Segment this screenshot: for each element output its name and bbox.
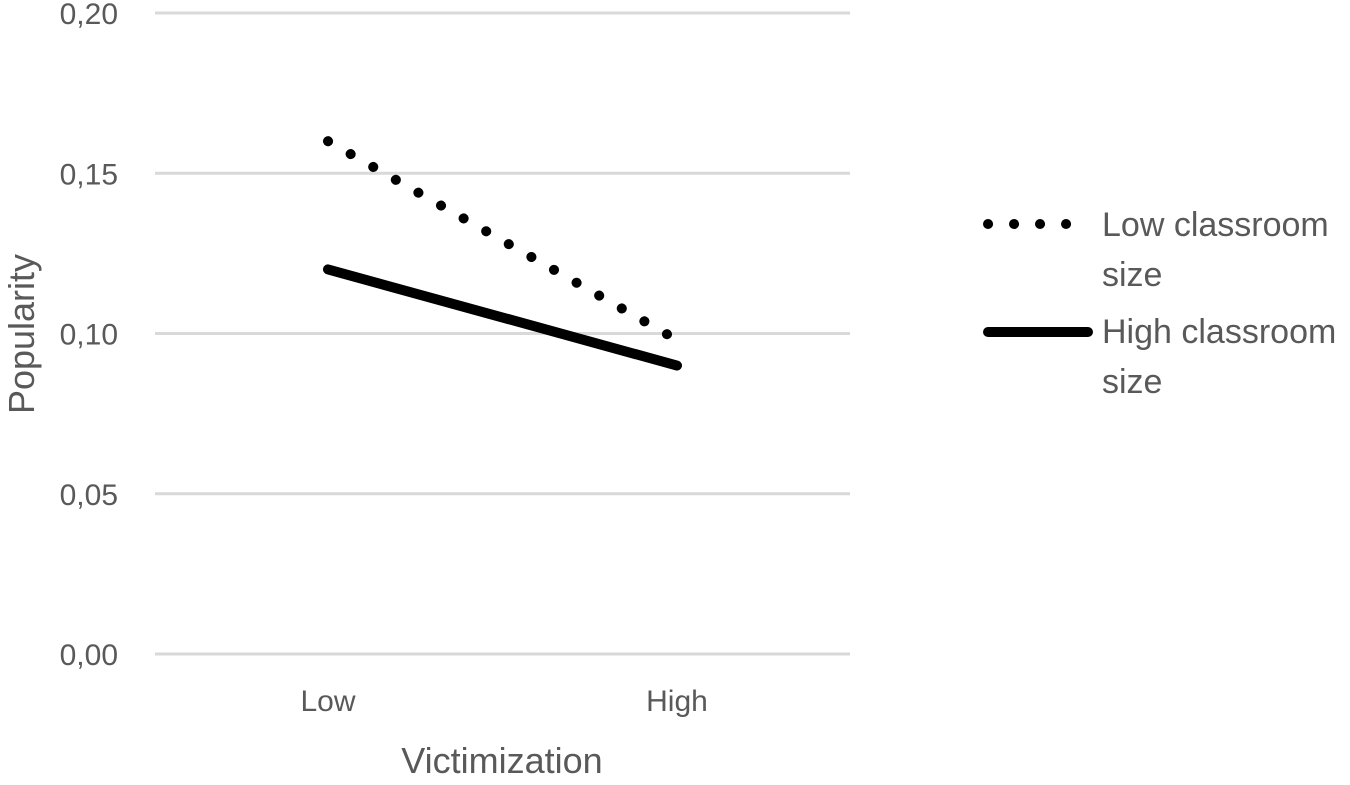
legend-label: Low classroom size (1102, 206, 1329, 294)
y-tick-label: 0,20 (60, 0, 118, 31)
legend-label-line: size (1102, 256, 1162, 294)
legend-label-line: size (1102, 363, 1162, 401)
y-tick-label: 0,10 (60, 319, 118, 352)
y-axis-ticks: 0,00 0,05 0,10 0,15 0,20 (60, 0, 118, 672)
series-lines (323, 136, 682, 371)
legend-label: High classroom size (1102, 313, 1336, 401)
y-axis-title: Popularity (1, 254, 42, 414)
y-tick-label: 0,15 (60, 158, 118, 191)
legend-label-line: High classroom (1102, 313, 1336, 351)
series-line-solid (323, 264, 682, 371)
legend-label-line: Low classroom (1102, 206, 1329, 244)
x-tick-label: Low (300, 685, 355, 718)
x-tick-label: High (646, 685, 708, 718)
series-line-dotted (323, 136, 682, 345)
x-axis-ticks: Low High (300, 685, 707, 718)
x-axis-title: Victimization (401, 740, 602, 780)
y-tick-label: 0,05 (60, 479, 118, 512)
gridlines (155, 11, 850, 656)
legend-item: High classroom size (983, 313, 1336, 401)
legend-item: Low classroom size (983, 206, 1329, 294)
y-tick-label: 0,00 (60, 639, 118, 672)
legend: Low classroom size High classroom size (983, 206, 1336, 401)
